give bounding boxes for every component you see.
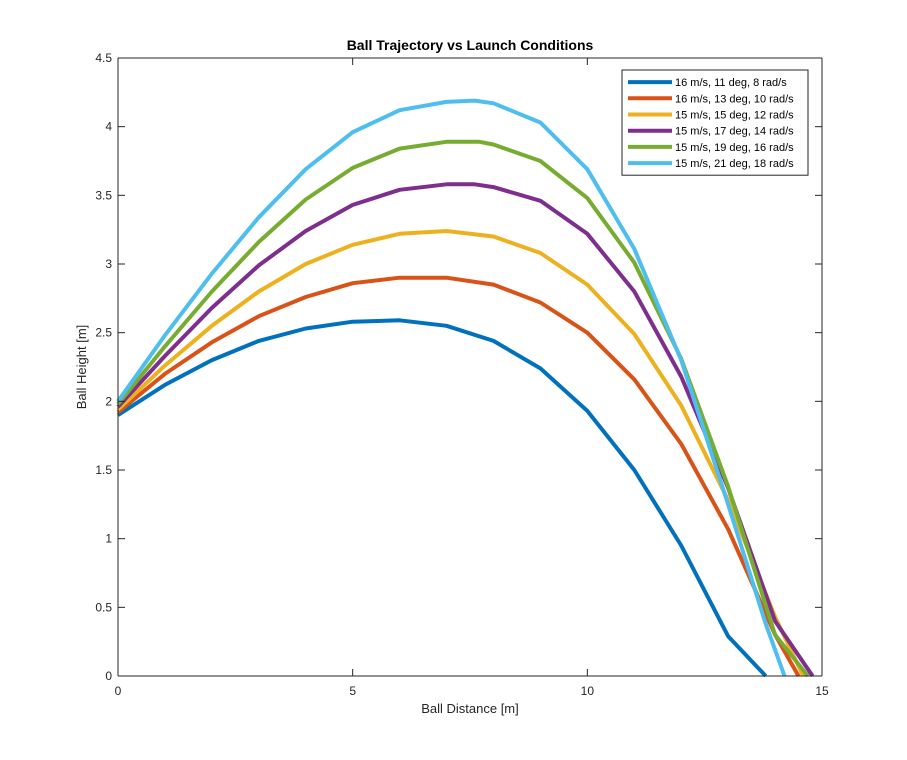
y-tick-label: 3.5 — [95, 188, 112, 202]
x-axis-ticks: 0 5 10 15 — [115, 58, 829, 698]
y-tick-label: 3 — [105, 257, 112, 271]
y-tick-label: 2.5 — [95, 326, 112, 340]
series-line-3 — [116, 229, 806, 677]
chart-title: Ball Trajectory vs Launch Conditions — [347, 37, 594, 53]
y-tick-label: 0.5 — [95, 600, 112, 614]
x-tick-label: 0 — [115, 684, 122, 698]
x-tick-label: 10 — [581, 684, 595, 698]
x-tick-label: 15 — [815, 684, 829, 698]
y-tick-label: 4.5 — [95, 51, 112, 65]
y-axis-ticks: 0 0.5 1 1.5 2 2.5 3 3.5 4 4.5 — [95, 51, 822, 683]
y-tick-label: 2 — [105, 394, 112, 408]
y-tick-label: 4 — [105, 120, 112, 134]
legend-label-1: 16 m/s, 11 deg, 8 rad/s — [675, 77, 787, 89]
series-line-1 — [116, 318, 768, 678]
legend-box — [621, 69, 809, 176]
x-axis-label: Ball Distance [m] — [421, 701, 519, 716]
y-tick-label: 0 — [105, 669, 112, 683]
y-tick-label: 1.5 — [95, 463, 112, 477]
series-line-6 — [116, 98, 787, 677]
y-tick-label: 1 — [105, 532, 112, 546]
y-axis-label: Ball Height [m] — [74, 325, 89, 410]
legend: 16 m/s, 11 deg, 8 rad/s 16 m/s, 13 deg, 1… — [621, 69, 809, 176]
legend-label-5: 15 m/s, 19 deg, 16 rad/s — [675, 142, 794, 154]
series-line-5 — [116, 139, 810, 678]
legend-label-2: 16 m/s, 13 deg, 10 rad/s — [675, 93, 794, 105]
legend-label-6: 15 m/s, 21 deg, 18 rad/s — [675, 158, 794, 170]
x-tick-label: 5 — [349, 684, 356, 698]
series-line-2 — [116, 275, 801, 677]
legend-label-3: 15 m/s, 15 deg, 12 rad/s — [675, 110, 794, 122]
series-group — [116, 98, 815, 678]
axes-frame — [117, 57, 823, 677]
legend-label-4: 15 m/s, 17 deg, 14 rad/s — [675, 126, 794, 138]
